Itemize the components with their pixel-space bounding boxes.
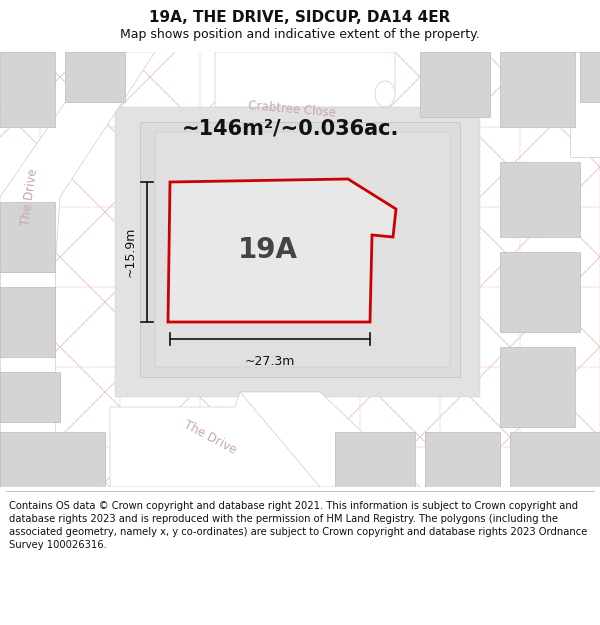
Polygon shape [510,432,600,487]
Polygon shape [0,202,55,272]
Polygon shape [140,122,460,377]
Polygon shape [0,52,155,267]
Text: The Drive: The Drive [20,168,40,226]
Text: 19A: 19A [238,236,298,264]
Ellipse shape [375,81,395,107]
Polygon shape [500,347,575,427]
Polygon shape [168,179,396,322]
Text: ~146m²/~0.036ac.: ~146m²/~0.036ac. [181,119,398,139]
Text: The Drive: The Drive [182,418,238,456]
Polygon shape [240,392,420,487]
Polygon shape [115,107,480,397]
Polygon shape [155,132,450,367]
Polygon shape [0,432,105,487]
Text: 19A, THE DRIVE, SIDCUP, DA14 4ER: 19A, THE DRIVE, SIDCUP, DA14 4ER [149,11,451,26]
Polygon shape [500,252,580,332]
Polygon shape [110,392,320,487]
Polygon shape [500,162,580,237]
Polygon shape [580,52,600,102]
Polygon shape [420,52,490,117]
Polygon shape [0,272,55,487]
Text: ~15.9m: ~15.9m [124,227,137,278]
Polygon shape [335,432,415,487]
Polygon shape [65,52,125,102]
Text: ~27.3m: ~27.3m [245,355,295,368]
Polygon shape [215,52,395,107]
Polygon shape [0,287,55,357]
Polygon shape [425,432,500,487]
Polygon shape [530,52,600,157]
Text: Crabtree Close: Crabtree Close [248,99,337,119]
Polygon shape [0,52,55,127]
Text: Map shows position and indicative extent of the property.: Map shows position and indicative extent… [120,28,480,41]
Polygon shape [0,372,60,422]
Polygon shape [500,52,575,127]
Text: Contains OS data © Crown copyright and database right 2021. This information is : Contains OS data © Crown copyright and d… [9,501,587,551]
